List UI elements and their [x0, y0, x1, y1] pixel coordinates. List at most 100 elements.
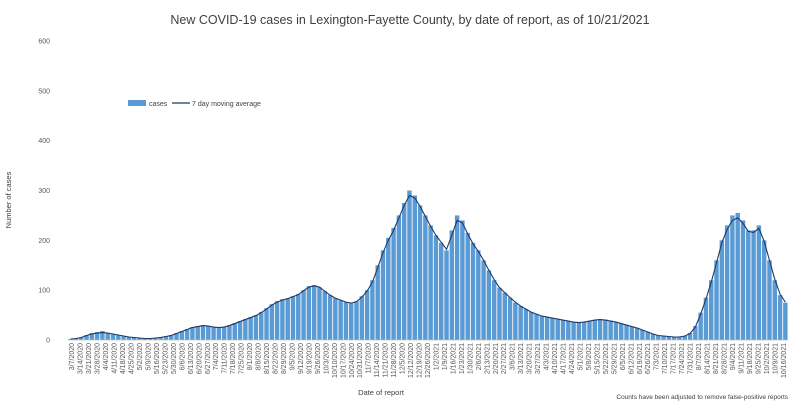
bar — [629, 326, 635, 340]
bar — [423, 215, 428, 340]
bar — [290, 296, 296, 340]
x-tick-label: 11/7/2020 — [366, 343, 373, 374]
x-tick-label: 3/28/2020 — [95, 343, 102, 374]
x-tick-label: 7/18/2020 — [230, 343, 237, 374]
bar — [153, 338, 158, 340]
bar — [274, 301, 280, 340]
bar — [460, 220, 465, 340]
bar — [693, 326, 698, 340]
x-tick-label: 8/21/2021 — [713, 343, 720, 374]
bar — [619, 323, 624, 340]
bar — [550, 318, 555, 340]
bar — [190, 327, 195, 340]
x-tick-label: 4/3/2021 — [544, 343, 551, 370]
bar — [370, 280, 375, 340]
bar — [407, 190, 412, 340]
bar — [306, 286, 312, 340]
bar — [116, 335, 121, 340]
bar — [502, 292, 507, 340]
x-tick-label: 9/19/2020 — [306, 343, 313, 374]
y-axis-ticks: 0 100 200 300 400 500 600 — [38, 39, 50, 345]
bar — [147, 338, 153, 340]
x-tick-label: 5/23/2020 — [162, 343, 169, 374]
bar — [544, 317, 550, 340]
x-tick-label: 1/2/2021 — [433, 343, 440, 370]
bar — [534, 314, 539, 340]
bar — [391, 227, 396, 340]
chart-title: New COVID-19 cases in Lexington-Fayette … — [170, 13, 649, 27]
bar — [142, 338, 147, 340]
bar — [476, 250, 481, 340]
x-tick-label: 3/20/2021 — [527, 343, 534, 374]
bar — [311, 285, 317, 340]
bar — [412, 195, 417, 340]
bar — [401, 202, 407, 340]
x-tick-label: 7/10/2021 — [662, 343, 669, 374]
x-tick-label: 1/23/2021 — [459, 343, 466, 374]
x-tick-label: 6/27/2020 — [205, 343, 212, 374]
x-tick-label: 3/27/2021 — [535, 343, 542, 374]
bar — [746, 230, 751, 340]
x-tick-label: 9/25/2021 — [755, 343, 762, 374]
x-tick-label: 11/28/2020 — [391, 343, 398, 378]
bar — [571, 322, 576, 340]
bar — [296, 294, 301, 340]
bar — [486, 270, 492, 340]
x-tick-label: 7/25/2020 — [239, 343, 246, 374]
bar — [513, 302, 518, 340]
y-tick-label: 300 — [38, 188, 50, 195]
x-tick-label: 5/30/2020 — [171, 343, 178, 374]
bar — [375, 265, 380, 340]
bar — [698, 312, 703, 340]
bar — [470, 242, 476, 340]
bar — [169, 335, 174, 340]
x-tick-label: 1/30/2021 — [467, 343, 474, 374]
x-tick-label: 5/8/2021 — [586, 343, 593, 370]
x-tick-label: 11/21/2020 — [383, 343, 390, 378]
bar — [227, 325, 232, 340]
bar — [444, 250, 449, 340]
x-tick-label: 6/5/2021 — [620, 343, 627, 370]
bar-series-cases — [68, 190, 788, 340]
bar — [767, 260, 772, 340]
x-tick-label: 1/9/2021 — [442, 343, 449, 370]
bar — [259, 312, 264, 340]
bar — [84, 335, 89, 340]
x-tick-label: 4/10/2021 — [552, 343, 559, 374]
x-tick-label: 6/12/2021 — [628, 343, 635, 374]
x-tick-label: 5/29/2021 — [611, 343, 618, 374]
legend-label-cases: cases — [149, 101, 168, 108]
bar — [333, 298, 338, 340]
x-tick-label: 9/11/2021 — [738, 343, 745, 374]
x-tick-label: 4/18/2020 — [120, 343, 127, 374]
x-tick-label: 5/1/2021 — [577, 343, 584, 370]
bar — [79, 337, 84, 340]
bar — [735, 212, 740, 340]
bar — [656, 335, 661, 340]
x-tick-label: 6/26/2021 — [645, 343, 652, 374]
bar — [221, 327, 227, 340]
x-tick-label: 11/14/2020 — [374, 343, 381, 378]
bar — [465, 232, 470, 340]
x-tick-label: 3/13/2021 — [518, 343, 525, 374]
bar — [73, 338, 79, 340]
x-tick-label: 10/2/2021 — [764, 343, 771, 374]
bar — [179, 331, 185, 340]
bar — [677, 337, 682, 340]
bar — [343, 302, 349, 340]
bar — [507, 297, 513, 340]
x-tick-label: 6/13/2020 — [188, 343, 195, 374]
bar — [285, 298, 290, 340]
x-tick-label: 8/15/2020 — [264, 343, 271, 374]
bar — [317, 287, 322, 340]
y-tick-label: 100 — [38, 288, 50, 295]
bar — [386, 237, 391, 340]
bar — [237, 321, 243, 340]
bar — [682, 336, 687, 340]
bar — [243, 319, 248, 340]
x-tick-label: 2/20/2021 — [493, 343, 500, 374]
bar — [253, 315, 259, 340]
footnote: Counts have been adjusted to remove fals… — [616, 394, 788, 401]
bar — [158, 337, 163, 340]
bar — [232, 323, 237, 340]
